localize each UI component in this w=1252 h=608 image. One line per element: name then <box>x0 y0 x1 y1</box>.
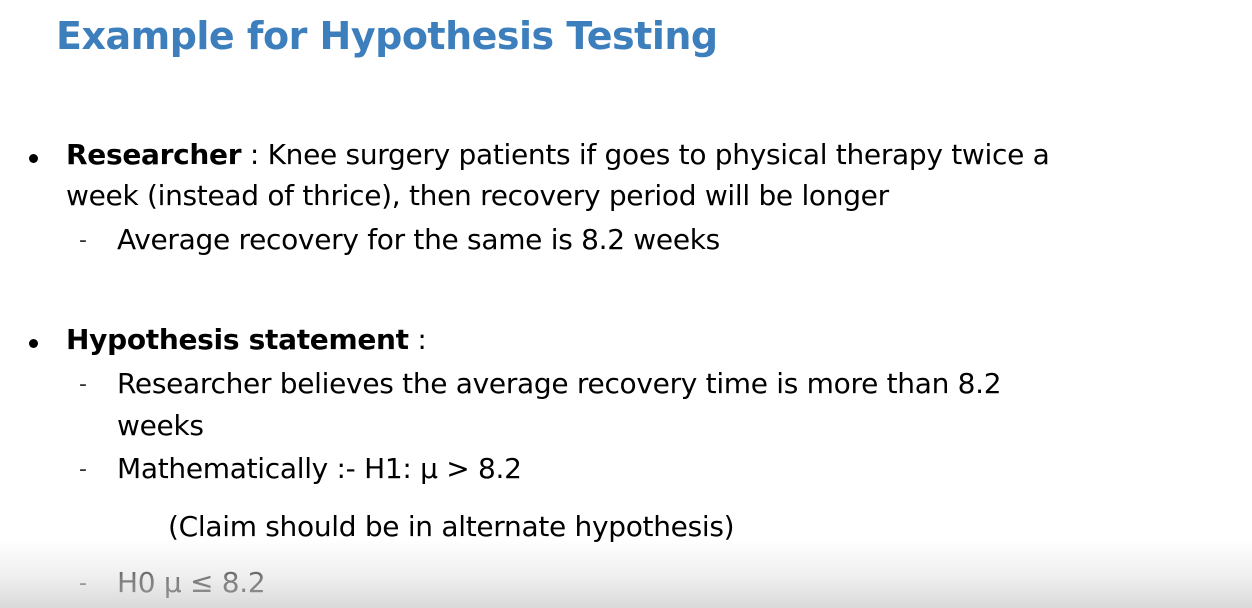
bullet-1-subitem-1: Average recovery for the same is 8.2 wee… <box>117 223 720 256</box>
bullet-2-subitem-3: H0 μ ≤ 8.2 <box>117 566 266 599</box>
sub-marker-1: - <box>79 228 87 253</box>
bullet-1-text-line-2: week (instead of thrice), then recovery … <box>66 179 889 212</box>
slide-title: Example for Hypothesis Testing <box>56 14 718 58</box>
bullet-dot-1 <box>29 154 38 163</box>
sub-marker-4: - <box>79 571 87 596</box>
bullet-dot-2 <box>29 339 38 348</box>
bullet-1-text-line-1: Knee surgery patients if goes to physica… <box>267 138 1050 171</box>
sub-marker-3: - <box>79 457 87 482</box>
sub-marker-2: - <box>79 372 87 397</box>
bullet-2-subitem-2: Mathematically :- H1: μ > 8.2 <box>117 452 522 485</box>
bullet-2-subitem-1-line-1: Researcher believes the average recovery… <box>117 367 1002 400</box>
bullet-1-line-1: Researcher : Knee surgery patients if go… <box>66 135 1050 175</box>
bullet-2-subitem-1-line-2: weeks <box>117 409 204 442</box>
bullet-1-heading: Researcher <box>66 138 242 171</box>
bullet-2-heading: Hypothesis statement <box>66 323 409 356</box>
bullet-2-subitem-2-note: (Claim should be in alternate hypothesis… <box>168 510 735 543</box>
bullet-1-separator: : <box>241 138 268 171</box>
bullet-2-separator: : <box>408 323 427 356</box>
bullet-2-line-1: Hypothesis statement : <box>66 320 427 360</box>
